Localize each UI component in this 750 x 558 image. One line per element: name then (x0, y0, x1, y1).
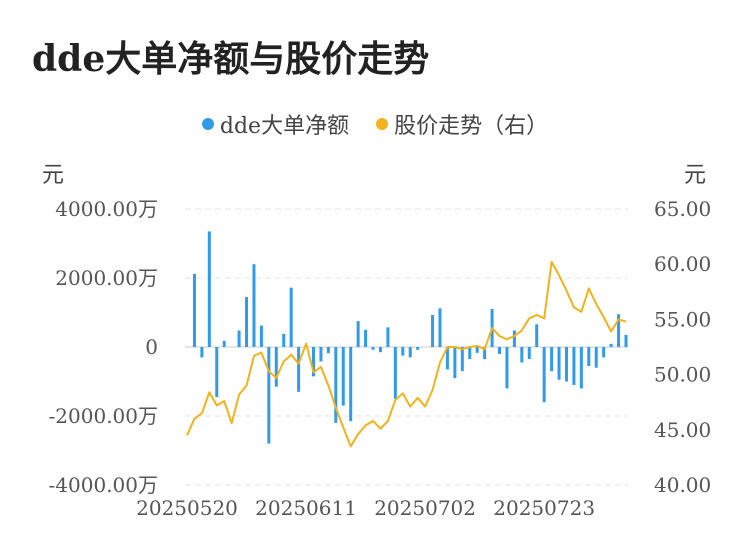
price-line (186, 261, 627, 448)
right-tick-label: 65.00 (654, 197, 711, 221)
chart-title: dde大单净额与股价走势 (32, 38, 430, 80)
dde-bar (624, 334, 628, 347)
dde-bar (245, 296, 249, 347)
dde-bar (579, 347, 583, 389)
dde-bar (498, 347, 502, 354)
left-tick-label: -4000.00万 (49, 473, 158, 497)
dde-bar (453, 347, 457, 379)
dde-bar (282, 333, 286, 347)
right-tick-label: 45.00 (654, 418, 711, 442)
x-tick-label: 20250723 (493, 496, 595, 520)
dde-bar (557, 347, 561, 380)
legend-label-dde: dde大单净额 (219, 114, 350, 139)
right-tick-label: 50.00 (654, 363, 711, 387)
x-tick-label: 20250520 (136, 496, 238, 520)
dde-bar (356, 321, 360, 347)
dde-bar (319, 347, 323, 362)
dde-bar (535, 324, 539, 347)
dde-bar (341, 347, 345, 406)
dde-bar (297, 347, 301, 392)
dde-bar (527, 347, 531, 360)
dde-bar (393, 347, 397, 399)
dde-bar (572, 347, 576, 385)
left-tick-label: -2000.00万 (49, 404, 158, 428)
right-axis-ticks: 65.00 60.00 55.00 50.00 45.00 40.00 (654, 197, 711, 497)
right-axis-unit: 元 (684, 163, 707, 188)
dde-bars (192, 231, 628, 444)
dde-bar (274, 347, 278, 387)
dde-bar (192, 273, 196, 347)
dde-bar (445, 347, 449, 370)
x-tick-label: 20250702 (374, 496, 476, 520)
legend: dde大单净额 股价走势（右） (0, 108, 750, 140)
right-tick-label: 55.00 (654, 307, 711, 331)
dde-bar (483, 347, 487, 360)
dde-bar (416, 347, 420, 350)
dde-bar (326, 347, 330, 354)
left-axis-ticks: 4000.00万 2000.00万 0 -2000.00万 -4000.00万 (49, 197, 158, 497)
dde-bar (587, 347, 591, 366)
dde-bar (289, 287, 293, 347)
legend-item-price[interactable]: 股价走势（右） (376, 108, 548, 140)
dde-bar (594, 347, 598, 368)
dde-bar (386, 327, 390, 347)
dde-bar (200, 347, 204, 358)
left-tick-label: 0 (145, 335, 158, 359)
dde-bar (609, 343, 613, 347)
dde-bar (207, 231, 211, 347)
legend-label-price: 股价走势（右） (394, 114, 549, 139)
dde-bar (252, 264, 256, 347)
legend-dot-price (376, 118, 389, 130)
dde-bar (512, 330, 516, 347)
dde-bar (564, 347, 568, 382)
legend-dot-dde (201, 118, 214, 130)
dde-bar (267, 347, 271, 444)
dde-bar (617, 314, 621, 347)
left-tick-label: 2000.00万 (55, 266, 158, 290)
dde-bar (408, 347, 412, 358)
dde-bar (475, 347, 479, 353)
legend-item-dde[interactable]: dde大单净额 (201, 108, 350, 140)
dde-bar (364, 329, 368, 347)
dde-bar (438, 308, 442, 347)
dde-bar (311, 347, 315, 377)
x-axis-labels: 20250520 20250611 20250702 20250723 (136, 496, 595, 520)
dde-bar (349, 347, 353, 422)
dde-bar (550, 347, 554, 372)
left-axis-unit: 元 (42, 163, 65, 188)
left-tick-label: 4000.00万 (55, 197, 158, 221)
dde-bar (431, 314, 435, 347)
dde-bar (460, 347, 464, 372)
dde-bar (505, 347, 509, 389)
x-tick-label: 20250611 (255, 496, 357, 520)
right-tick-label: 40.00 (654, 473, 711, 497)
dde-bar (222, 340, 226, 347)
dde-bar (602, 347, 606, 358)
dde-bar (259, 325, 263, 347)
right-tick-label: 60.00 (654, 252, 711, 276)
dde-bar (215, 347, 219, 398)
dde-bar (468, 347, 472, 360)
grid-lines (185, 208, 628, 486)
dde-bar (378, 347, 382, 353)
dde-bar (542, 347, 546, 403)
dde-bar (334, 347, 338, 423)
dde-bar (401, 347, 405, 356)
dde-bar (371, 347, 375, 350)
dde-bar (237, 330, 241, 347)
dde-bar (520, 347, 524, 363)
